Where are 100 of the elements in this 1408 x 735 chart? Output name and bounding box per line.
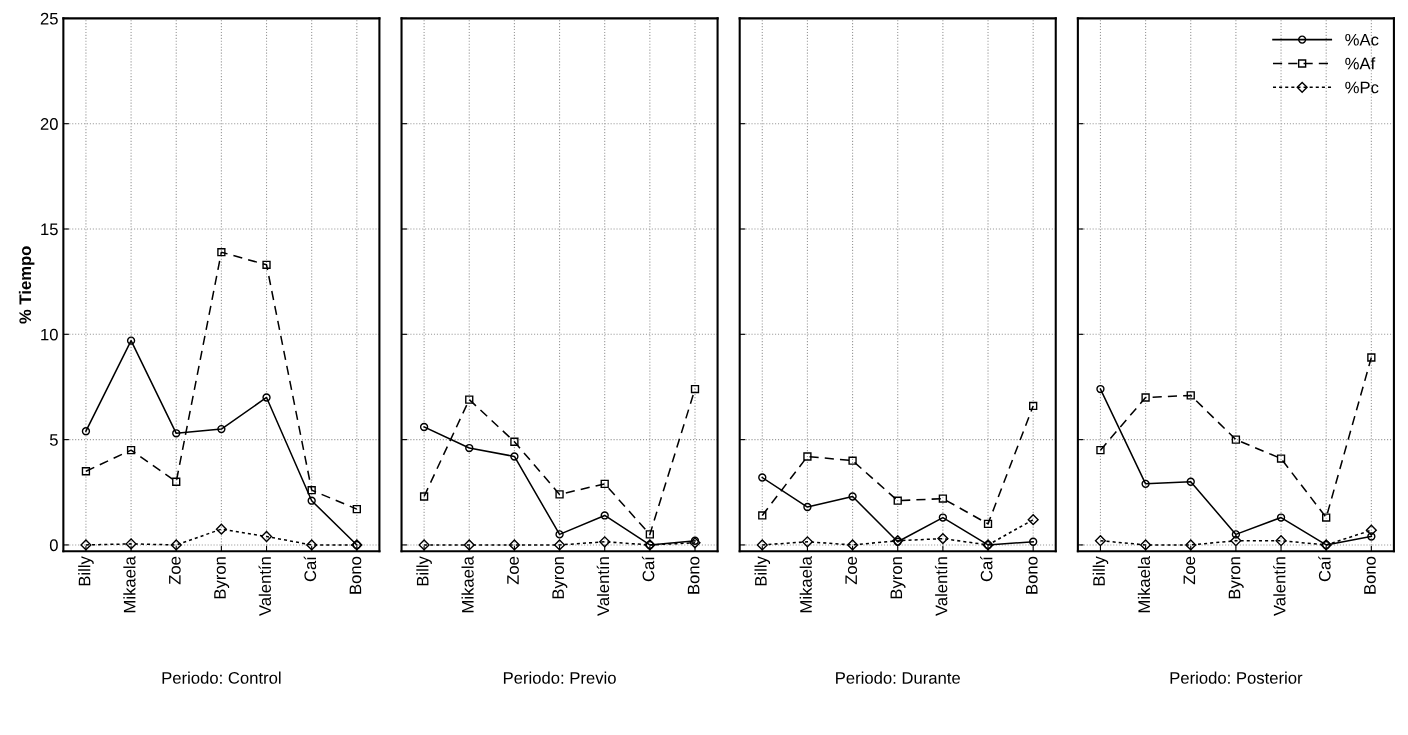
point [1367, 532, 1376, 541]
point [983, 519, 993, 529]
x-tick-label: Bono [1364, 556, 1376, 594]
x-axis-title: Periodo: Posterior [1170, 671, 1303, 684]
point [600, 511, 609, 520]
point [803, 452, 812, 461]
point [1096, 384, 1105, 394]
x-tick-label: Valentín [1273, 557, 1286, 616]
point [307, 496, 316, 505]
point [848, 492, 857, 501]
point [1094, 535, 1107, 547]
point [81, 427, 91, 436]
x-tick-label: Valentín [596, 557, 610, 616]
point [1367, 353, 1376, 362]
point [1186, 391, 1195, 400]
point [1275, 535, 1287, 547]
point [1141, 393, 1150, 402]
point [553, 539, 566, 551]
point [126, 445, 136, 455]
point [306, 539, 318, 551]
point [1027, 514, 1039, 526]
x-tick-label: Bono [1026, 556, 1038, 594]
point [170, 539, 182, 551]
point [352, 504, 362, 514]
point [645, 530, 655, 539]
point [81, 467, 91, 476]
point [126, 336, 136, 345]
x-tick-label: Mikaela [123, 556, 136, 613]
point [307, 486, 316, 495]
point [419, 492, 429, 501]
x-axis-title: Periodo: Control [162, 671, 281, 684]
x-tick-label: Caí [303, 556, 317, 582]
point [555, 530, 564, 539]
x-tick-label: Zoe [507, 556, 519, 585]
point [172, 429, 181, 438]
x-tick-label: Zoe [845, 556, 858, 585]
x-tick-label: Valentín [258, 557, 272, 616]
point [418, 539, 430, 551]
point [510, 452, 519, 461]
point [125, 538, 137, 550]
point [801, 536, 814, 548]
x-axis-title: Periodo: Durante [836, 671, 960, 684]
point [262, 393, 271, 402]
x-tick-label: Caí [980, 556, 993, 582]
point [465, 395, 474, 404]
point [1230, 535, 1242, 547]
point [465, 443, 474, 453]
y-tick-label: 15 [41, 223, 58, 236]
x-tick-label: Valentín [934, 557, 948, 616]
point [803, 502, 812, 512]
point [1231, 435, 1241, 444]
point [215, 523, 227, 535]
point [1365, 524, 1377, 536]
x-tick-label: Bono [349, 556, 362, 594]
point [463, 539, 475, 551]
point [1322, 513, 1331, 522]
legend-label: %Af [1345, 57, 1376, 70]
x-tick-label: Byron [890, 557, 906, 599]
point [217, 247, 226, 257]
point [262, 260, 271, 269]
point [1186, 477, 1195, 486]
x-tick-label: Mikaela [799, 556, 812, 613]
x-tick-label: Byron [214, 557, 230, 599]
point [217, 424, 226, 434]
x-tick-label: Billy [1092, 556, 1109, 586]
point [172, 477, 181, 486]
point [848, 456, 857, 465]
y-axis-title: % Tiempo [18, 246, 35, 324]
x-tick-label: Caí [1318, 556, 1331, 582]
point [690, 384, 700, 394]
point [846, 539, 859, 551]
point [1029, 401, 1038, 411]
point [758, 511, 767, 520]
point [1231, 530, 1241, 539]
point [689, 537, 701, 549]
x-tick-label: Byron [1228, 557, 1244, 599]
point [1141, 479, 1150, 489]
point [758, 473, 767, 482]
x-tick-label: Caí [641, 556, 655, 582]
point [1276, 513, 1286, 522]
x-tick-label: Zoe [1183, 556, 1196, 585]
x-tick-label: Mikaela [461, 556, 474, 613]
y-tick-label: 20 [40, 118, 58, 130]
point [599, 536, 611, 548]
point [756, 539, 768, 551]
x-axis-title: Periodo: Previo [503, 671, 616, 684]
point [80, 539, 92, 551]
y-tick-label: 0 [49, 539, 58, 552]
legend-label: %Ac [1345, 33, 1379, 46]
point [419, 422, 429, 432]
point [1276, 454, 1286, 463]
point [555, 490, 564, 499]
y-tick-label: 10 [41, 328, 58, 341]
point [1096, 445, 1105, 455]
x-tick-label: Zoe [169, 556, 181, 585]
point [938, 513, 948, 522]
point [1029, 537, 1038, 546]
x-tick-label: Mikaela [1137, 556, 1151, 613]
legend-label: %Pc [1345, 81, 1379, 94]
point [510, 437, 519, 446]
